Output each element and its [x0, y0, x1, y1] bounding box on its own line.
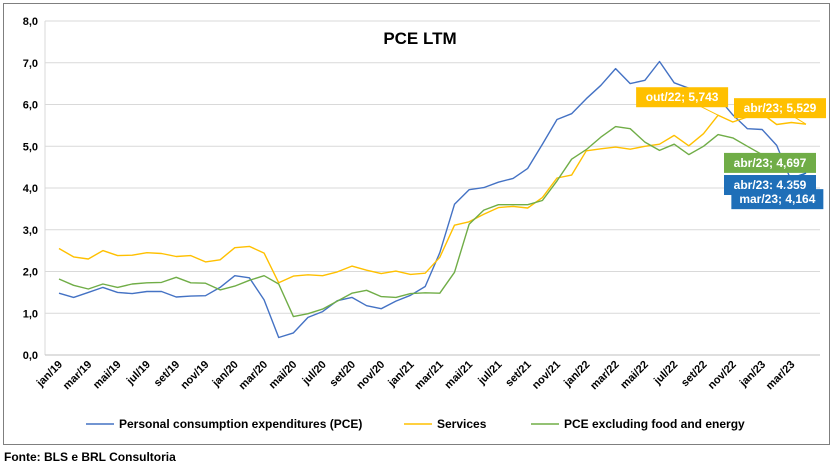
x-tick-label: set/22: [679, 359, 710, 390]
x-tick-label: jul/19: [124, 359, 153, 388]
series-line-0: [58, 60, 807, 339]
data-callout: out/22; 5,743: [636, 87, 729, 116]
x-tick-label: set/20: [328, 359, 359, 390]
series-line-1: [58, 112, 807, 284]
x-tick-label: nov/21: [530, 359, 563, 392]
callout-label: abr/23; 5,529: [744, 101, 817, 115]
x-tick-label: mai/22: [618, 359, 651, 392]
x-tick-label: set/19: [152, 359, 183, 390]
x-tick-label: nov/20: [354, 359, 387, 392]
chart-frame: [3, 3, 830, 445]
y-tick-label: 1,0: [23, 308, 38, 320]
data-callout: abr/23; 5,529: [734, 98, 826, 125]
x-tick-label: mar/19: [61, 359, 95, 393]
callout-label: abr/23; 4,359: [734, 178, 807, 192]
y-tick-label: 0,0: [23, 350, 38, 362]
y-axis: 0,0 1,0 2,0 3,0 4,0 5,0 6,0 7,0 8,0: [23, 16, 46, 362]
gridlines: [45, 20, 820, 356]
source-note: Fonte: BLS e BRL Consultoria: [4, 450, 176, 464]
callout-box: [636, 87, 729, 108]
x-tick-label: jan/23: [737, 359, 768, 390]
y-tick-label: 5,0: [23, 141, 38, 153]
callout-box: [734, 98, 826, 119]
x-tick-label: mai/19: [91, 359, 124, 392]
x-tick-label: jan/20: [210, 359, 241, 390]
data-callouts: out/22; 5,743 abr/23; 5,529 abr/23; 4,697 a…: [636, 87, 826, 210]
callout-label: abr/23; 4,697: [734, 156, 807, 170]
callout-label: mar/23; 4,164: [739, 192, 815, 206]
x-tick-label: mar/20: [237, 359, 271, 393]
callout-box: [731, 189, 824, 210]
x-tick-label: jan/21: [385, 359, 416, 390]
x-tick-label: jul/20: [300, 359, 329, 388]
y-tick-label: 2,0: [23, 267, 38, 279]
chart-title: PCE LTM: [383, 29, 456, 48]
x-tick-label: mai/21: [443, 359, 476, 392]
x-tick-label: mar/22: [588, 359, 622, 393]
x-tick-label: set/21: [503, 359, 534, 390]
x-tick-label: nov/22: [706, 359, 739, 392]
series-line-2: [58, 125, 807, 318]
y-tick-label: 7,0: [23, 58, 38, 70]
x-tick-label: jan/19: [34, 359, 65, 390]
y-tick-label: 8,0: [23, 16, 38, 28]
x-tick-label: nov/19: [178, 359, 211, 392]
y-tick-label: 6,0: [23, 100, 38, 112]
data-callout: abr/23; 4,697: [724, 152, 816, 173]
data-callout: mar/23; 4,164: [731, 180, 824, 210]
series-lines: [58, 60, 807, 339]
y-tick-label: 4,0: [23, 183, 38, 195]
y-tick-label: 3,0: [23, 225, 38, 237]
x-tick-label: mar/23: [764, 359, 798, 393]
legend-label-0: Personal consumption expenditures (PCE): [119, 417, 362, 431]
x-tick-label: jul/22: [651, 359, 680, 388]
callout-label: out/22; 5,743: [646, 90, 719, 104]
x-tick-label: mar/21: [412, 359, 446, 393]
x-tick-label: jul/21: [475, 359, 504, 388]
callout-box: [724, 152, 816, 173]
x-tick-label: jan/22: [561, 359, 592, 390]
legend-label-1: Services: [437, 417, 487, 431]
x-tick-label: mai/20: [267, 359, 300, 392]
legend: Personal consumption expenditures (PCE) S…: [86, 417, 745, 431]
legend-label-2: PCE excluding food and energy: [564, 417, 745, 431]
